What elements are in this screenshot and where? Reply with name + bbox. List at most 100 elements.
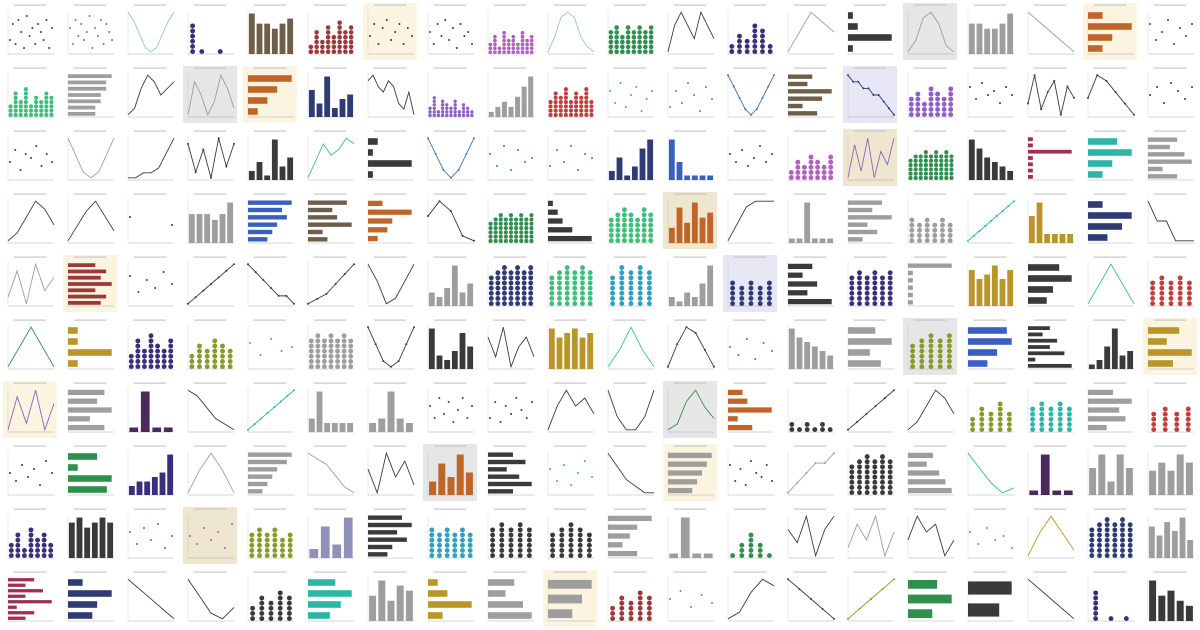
dot-mark xyxy=(227,348,233,354)
dot-mark xyxy=(643,34,648,40)
line-point xyxy=(187,302,189,305)
dot-mark xyxy=(529,217,534,222)
dot-mark xyxy=(515,270,521,276)
dot-mark xyxy=(937,353,943,359)
dot-mark xyxy=(559,537,565,543)
scatter-point xyxy=(993,90,995,92)
scatter-point xyxy=(447,401,450,403)
chart-svg xyxy=(1143,381,1197,438)
dot-mark xyxy=(197,343,202,349)
scatter-point xyxy=(280,350,283,352)
dot-mark xyxy=(559,547,565,553)
scatter-point xyxy=(48,47,51,49)
dot-mark xyxy=(918,171,923,176)
dot-mark xyxy=(497,46,502,51)
hbar xyxy=(248,97,268,104)
title-placeholder xyxy=(613,193,647,195)
dot-mark xyxy=(757,290,763,296)
dot-mark xyxy=(514,238,519,243)
dot-mark xyxy=(508,527,514,533)
title-placeholder xyxy=(1033,67,1067,69)
dot-mark xyxy=(614,49,619,54)
chart-thumbnail xyxy=(963,129,1017,186)
title-placeholder xyxy=(673,4,707,6)
hbar xyxy=(1028,137,1033,142)
dot-mark xyxy=(608,222,614,228)
dot-mark xyxy=(557,301,562,306)
chart-svg xyxy=(63,3,117,60)
dot-mark xyxy=(939,167,944,172)
plot-background xyxy=(363,255,417,312)
dot-mark xyxy=(1174,427,1180,432)
dot-mark xyxy=(864,285,870,291)
line-point xyxy=(744,108,747,111)
dot-mark xyxy=(519,226,524,231)
dot-mark xyxy=(515,290,521,296)
dot-mark xyxy=(949,158,954,163)
dot-mark xyxy=(168,364,174,369)
dot-mark xyxy=(1108,616,1114,621)
dot-mark xyxy=(608,238,614,243)
dot-mark xyxy=(641,238,647,243)
dot-mark xyxy=(23,95,28,100)
dot-mark xyxy=(619,275,625,281)
dot-mark xyxy=(128,358,134,364)
dot-mark xyxy=(286,616,292,621)
dot-mark xyxy=(637,301,643,306)
bar xyxy=(279,166,286,180)
hbar xyxy=(1028,156,1033,160)
scatter-point xyxy=(20,31,23,33)
bar xyxy=(1029,490,1039,495)
dot-mark xyxy=(467,542,473,548)
dot-mark xyxy=(625,39,631,45)
dot-mark xyxy=(944,163,949,168)
dot-mark xyxy=(220,358,225,364)
chart-svg xyxy=(843,129,897,186)
title-placeholder xyxy=(793,508,827,510)
dot-mark xyxy=(516,42,520,47)
dot-mark xyxy=(928,175,934,180)
dot-mark xyxy=(343,44,348,50)
scatter-point xyxy=(1005,86,1007,88)
dot-mark xyxy=(589,104,594,109)
dot-mark xyxy=(257,537,262,543)
dot-mark xyxy=(748,295,754,301)
chart-svg xyxy=(363,66,417,123)
bar xyxy=(819,351,826,369)
dot-mark xyxy=(553,112,558,117)
dot-mark xyxy=(44,95,49,100)
dot-mark xyxy=(619,600,625,606)
scatter-point xyxy=(693,94,695,96)
dot-mark xyxy=(643,39,648,45)
bar xyxy=(668,297,675,306)
scatter-point xyxy=(985,527,988,529)
chart-thumbnail xyxy=(903,255,957,312)
dot-mark xyxy=(648,39,654,45)
scatter-point xyxy=(217,531,219,533)
chart-svg xyxy=(483,3,537,60)
dot-mark xyxy=(820,427,825,432)
dot-mark xyxy=(23,104,28,109)
dot-mark xyxy=(227,353,233,359)
chart-svg xyxy=(663,129,717,186)
hbar xyxy=(548,579,592,589)
dot-mark xyxy=(937,348,943,354)
dot-mark xyxy=(589,108,594,113)
dot-mark xyxy=(1150,285,1156,291)
hbar xyxy=(1148,327,1180,334)
scatter-point xyxy=(28,35,31,37)
dot-mark xyxy=(23,112,28,117)
dot-mark xyxy=(928,91,934,97)
dot-mark xyxy=(49,100,54,105)
line-point xyxy=(217,137,220,140)
dot-mark xyxy=(549,275,555,281)
chart-svg xyxy=(363,255,417,312)
chart-svg xyxy=(783,318,837,375)
chart-svg xyxy=(243,381,297,438)
chart-svg xyxy=(1083,255,1137,312)
dot-mark xyxy=(979,427,985,432)
scatter-point xyxy=(411,35,413,37)
dot-mark xyxy=(1185,416,1191,422)
dot-mark xyxy=(1177,275,1183,281)
chart-thumbnail xyxy=(183,255,237,312)
